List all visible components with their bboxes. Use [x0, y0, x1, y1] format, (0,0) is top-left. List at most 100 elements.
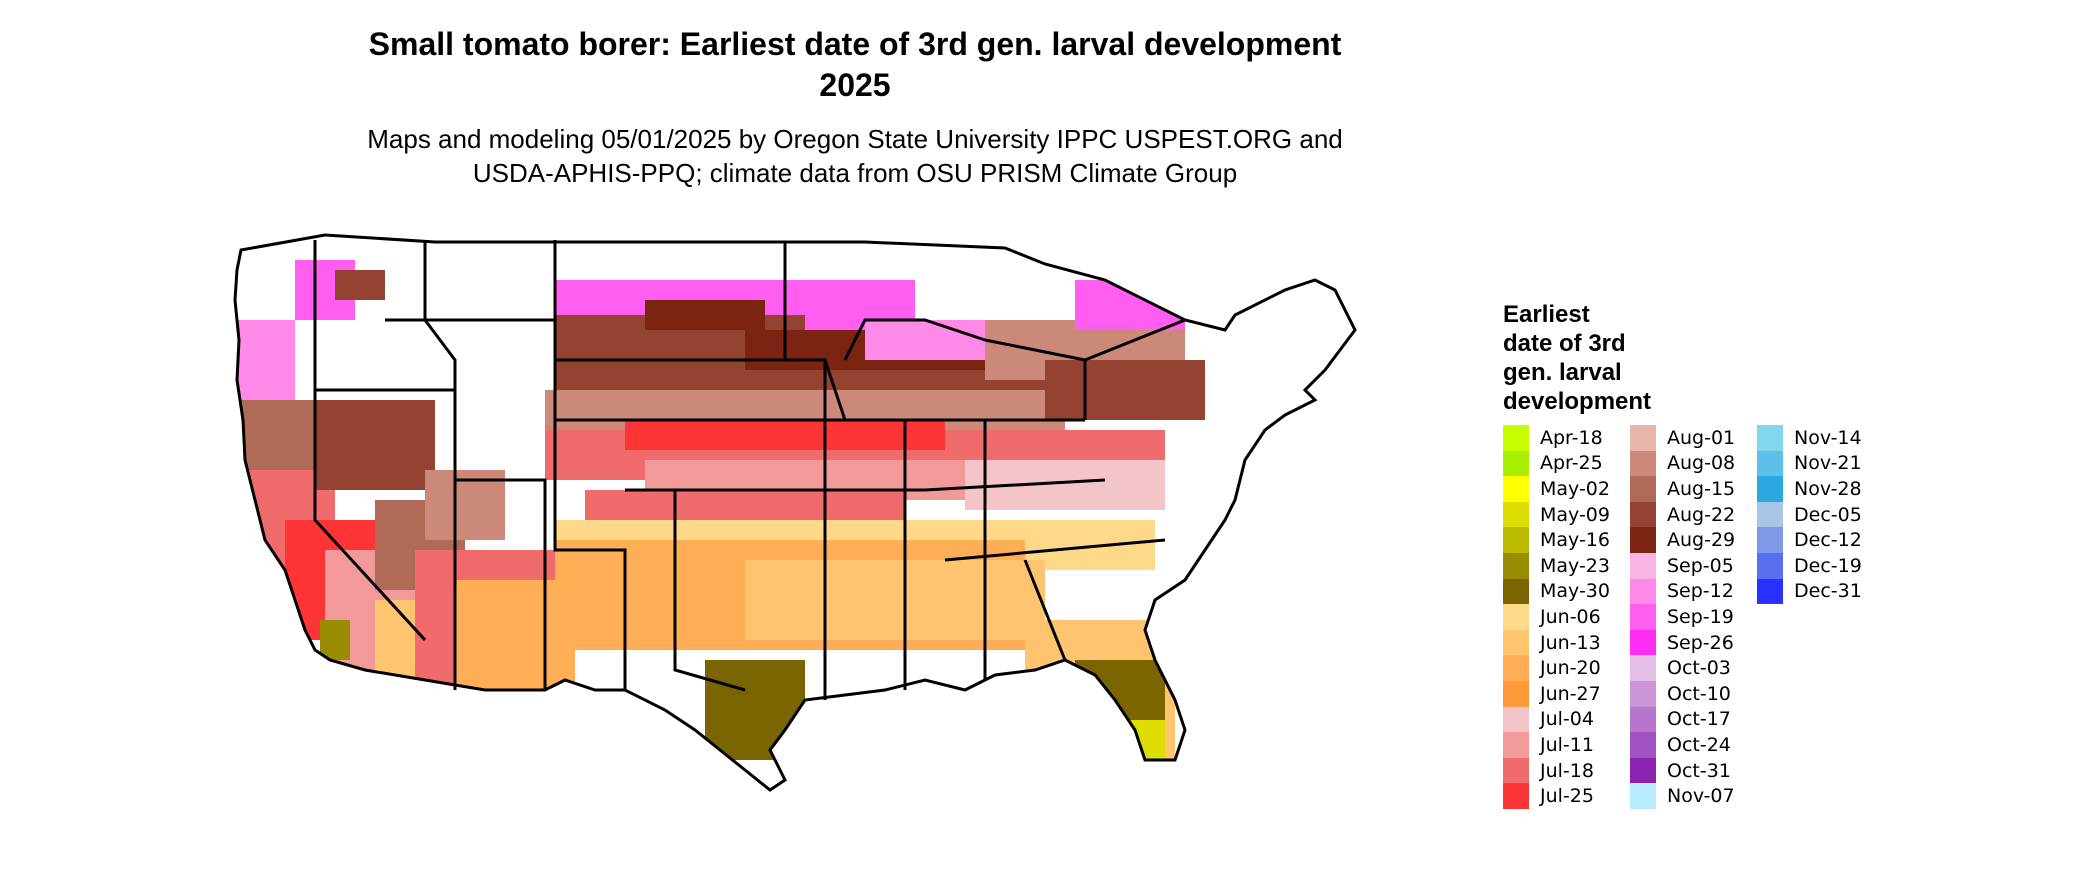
- legend-title-line-3: gen. larval: [1503, 359, 1622, 386]
- legend-swatch: [1630, 655, 1656, 681]
- legend-item: Aug-22: [1630, 501, 1735, 528]
- legend-swatch: [1630, 783, 1656, 809]
- legend-swatch: [1630, 604, 1656, 630]
- legend-swatch: [1630, 425, 1656, 451]
- legend-swatch: [1503, 527, 1529, 553]
- legend-label: Sep-26: [1667, 631, 1734, 654]
- legend-swatch: [1503, 425, 1529, 451]
- legend-item: Aug-01: [1630, 425, 1735, 451]
- legend-swatch: [1630, 629, 1656, 656]
- legend-swatch: [1630, 552, 1656, 579]
- legend-label: Sep-05: [1667, 554, 1734, 577]
- legend-item: Sep-05: [1630, 552, 1735, 579]
- legend-swatch: [1757, 425, 1783, 451]
- legend-label: May-16: [1540, 529, 1610, 552]
- state-borders: [233, 233, 1357, 792]
- legend-item: Jun-06: [1503, 604, 1610, 630]
- legend-swatch: [1503, 655, 1529, 681]
- legend-swatch: [1630, 501, 1656, 528]
- legend-label: Jul-11: [1540, 733, 1594, 756]
- map-title: Small tomato borer: Earliest date of 3rd…: [260, 24, 1450, 106]
- legend: Earliest date of 3rd gen. larval develop…: [1503, 300, 1862, 809]
- legend-swatch: [1757, 501, 1783, 528]
- legend-item: Jul-25: [1503, 783, 1610, 809]
- legend-item: May-09: [1503, 501, 1610, 528]
- title-line-1: Small tomato borer: Earliest date of 3rd…: [368, 26, 1342, 62]
- legend-item: Dec-05: [1757, 501, 1862, 528]
- subtitle-line-2: USDA-APHIS-PPQ; climate data from OSU PR…: [472, 158, 1238, 188]
- legend-swatch: [1503, 757, 1529, 784]
- legend-item: Nov-07: [1630, 783, 1735, 809]
- legend-label: Nov-14: [1794, 426, 1862, 449]
- legend-label: Nov-07: [1667, 785, 1735, 808]
- legend-column: Apr-18 Apr-25 May-02 May-09 May-16 May-23 May-…: [1503, 425, 1610, 809]
- legend-label: May-30: [1540, 580, 1610, 603]
- legend-item: Jul-04: [1503, 706, 1610, 733]
- legend-title-line-2: date of 3rd: [1503, 330, 1626, 357]
- legend-label: Apr-18: [1540, 426, 1603, 449]
- legend-label: Jun-13: [1540, 631, 1601, 654]
- legend-label: Nov-21: [1794, 452, 1862, 475]
- legend-label: Jun-27: [1540, 682, 1601, 705]
- legend-column: Nov-14 Nov-21 Nov-28 Dec-05 Dec-12 Dec-19 Dec-…: [1757, 425, 1862, 605]
- legend-item: Nov-28: [1757, 476, 1862, 502]
- legend-label: Nov-28: [1794, 477, 1862, 500]
- legend-item: May-23: [1503, 552, 1610, 579]
- legend-label: Oct-31: [1667, 759, 1731, 782]
- legend-label: Aug-08: [1667, 452, 1736, 475]
- legend-item: Oct-24: [1630, 732, 1735, 758]
- legend-item: Jul-18: [1503, 757, 1610, 784]
- legend-title: Earliest date of 3rd gen. larval develop…: [1503, 300, 1693, 416]
- legend-swatch: [1630, 527, 1656, 553]
- legend-swatch: [1630, 578, 1656, 605]
- legend-label: May-23: [1540, 554, 1610, 577]
- legend-item: Aug-29: [1630, 527, 1735, 553]
- legend-label: Jun-06: [1540, 605, 1601, 628]
- legend-item: Oct-03: [1630, 655, 1735, 681]
- legend-label: Aug-29: [1667, 529, 1736, 552]
- legend-label: Aug-01: [1667, 426, 1736, 449]
- legend-swatch: [1630, 757, 1656, 784]
- legend-label: Oct-24: [1667, 733, 1731, 756]
- legend-item: May-02: [1503, 476, 1610, 502]
- legend-swatch: [1757, 578, 1783, 605]
- legend-label: Dec-31: [1794, 580, 1862, 603]
- legend-swatch: [1757, 527, 1783, 553]
- legend-item: Dec-19: [1757, 552, 1862, 579]
- legend-label: Apr-25: [1540, 452, 1603, 475]
- legend-label: Jul-04: [1540, 708, 1594, 731]
- legend-swatch: [1630, 476, 1656, 502]
- legend-swatch: [1503, 578, 1529, 605]
- legend-label: Sep-19: [1667, 605, 1734, 628]
- legend-label: Dec-12: [1794, 529, 1862, 552]
- legend-item: Sep-26: [1630, 629, 1735, 656]
- legend-item: Oct-31: [1630, 757, 1735, 784]
- legend-swatch: [1503, 629, 1529, 656]
- legend-label: Sep-12: [1667, 580, 1734, 603]
- legend-label: Oct-03: [1667, 657, 1731, 680]
- legend-swatch: [1503, 450, 1529, 477]
- legend-label: Oct-17: [1667, 708, 1731, 731]
- legend-swatch: [1503, 604, 1529, 630]
- legend-swatch: [1503, 680, 1529, 707]
- title-line-2: 2025: [819, 67, 891, 103]
- legend-swatch: [1757, 450, 1783, 477]
- legend-label: May-09: [1540, 503, 1610, 526]
- legend-label: May-02: [1540, 477, 1610, 500]
- legend-swatch: [1503, 732, 1529, 758]
- legend-swatch: [1503, 783, 1529, 809]
- legend-item: Sep-19: [1630, 604, 1735, 630]
- legend-item: May-16: [1503, 527, 1610, 553]
- legend-swatch: [1757, 476, 1783, 502]
- legend-label: Oct-10: [1667, 682, 1731, 705]
- legend-swatch: [1630, 706, 1656, 733]
- legend-label: Dec-05: [1794, 503, 1862, 526]
- legend-item: Jun-20: [1503, 655, 1610, 681]
- legend-swatch: [1503, 706, 1529, 733]
- legend-column: Aug-01 Aug-08 Aug-15 Aug-22 Aug-29 Sep-05 Sep-…: [1630, 425, 1735, 809]
- legend-item: Aug-15: [1630, 476, 1735, 502]
- legend-item: Aug-08: [1630, 450, 1736, 477]
- legend-item: May-30: [1503, 578, 1610, 605]
- us-phenology-map: [233, 233, 1357, 792]
- legend-item: Apr-18: [1503, 425, 1610, 451]
